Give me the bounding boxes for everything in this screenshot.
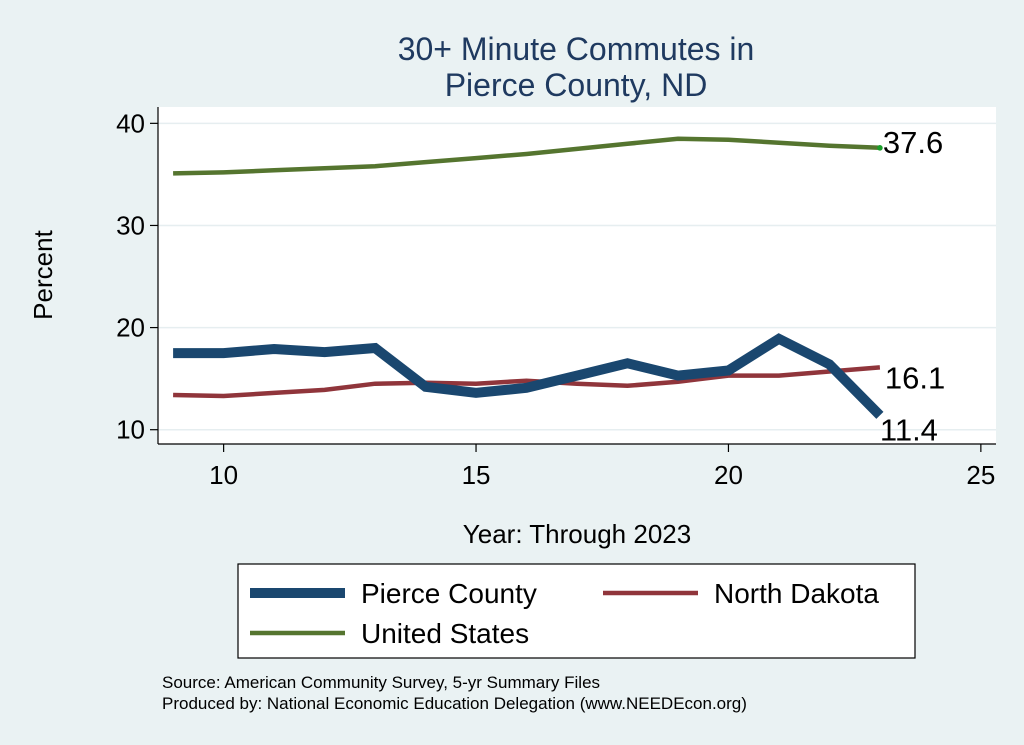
y-ticks: 10 20 30 40 [116, 108, 158, 445]
end-label-pierce-county: 11.4 [880, 412, 938, 447]
legend: Pierce County North Dakota United States [250, 578, 879, 649]
y-tick-label: 20 [116, 313, 145, 343]
end-point-marker [877, 145, 883, 151]
x-axis-title: Year: Through 2023 [463, 519, 691, 549]
source-note: Source: American Community Survey, 5-yr … [162, 673, 600, 692]
end-label-north-dakota: 16.1 [885, 360, 945, 395]
end-label-united-states: 37.6 [883, 125, 943, 160]
x-tick-label: 10 [209, 460, 238, 490]
legend-label: Pierce County [361, 578, 537, 609]
legend-label: North Dakota [714, 578, 879, 609]
series-line-pierce-county [173, 333, 884, 419]
chart-title-line-2: Pierce County, ND [445, 67, 708, 103]
legend-box [237, 563, 916, 659]
gridlines [158, 122, 996, 431]
y-tick-label: 30 [116, 210, 145, 240]
x-tick-label: 15 [462, 460, 491, 490]
series-line-north-dakota [173, 365, 881, 399]
y-tick-label: 40 [116, 108, 145, 138]
series-lines [173, 136, 884, 419]
produced-by-note: Produced by: National Economic Education… [162, 694, 747, 713]
chart-title-line-1: 30+ Minute Commutes in [398, 31, 755, 67]
x-tick-label: 20 [714, 460, 743, 490]
x-ticks: 10 15 20 25 [209, 444, 995, 490]
end-labels: 11.4 16.1 37.6 [877, 125, 945, 447]
legend-label: United States [361, 618, 529, 649]
y-axis-title: Percent [28, 229, 58, 319]
y-tick-label: 10 [116, 415, 145, 445]
series-line-united-states [173, 136, 880, 176]
x-tick-label: 25 [966, 460, 995, 490]
